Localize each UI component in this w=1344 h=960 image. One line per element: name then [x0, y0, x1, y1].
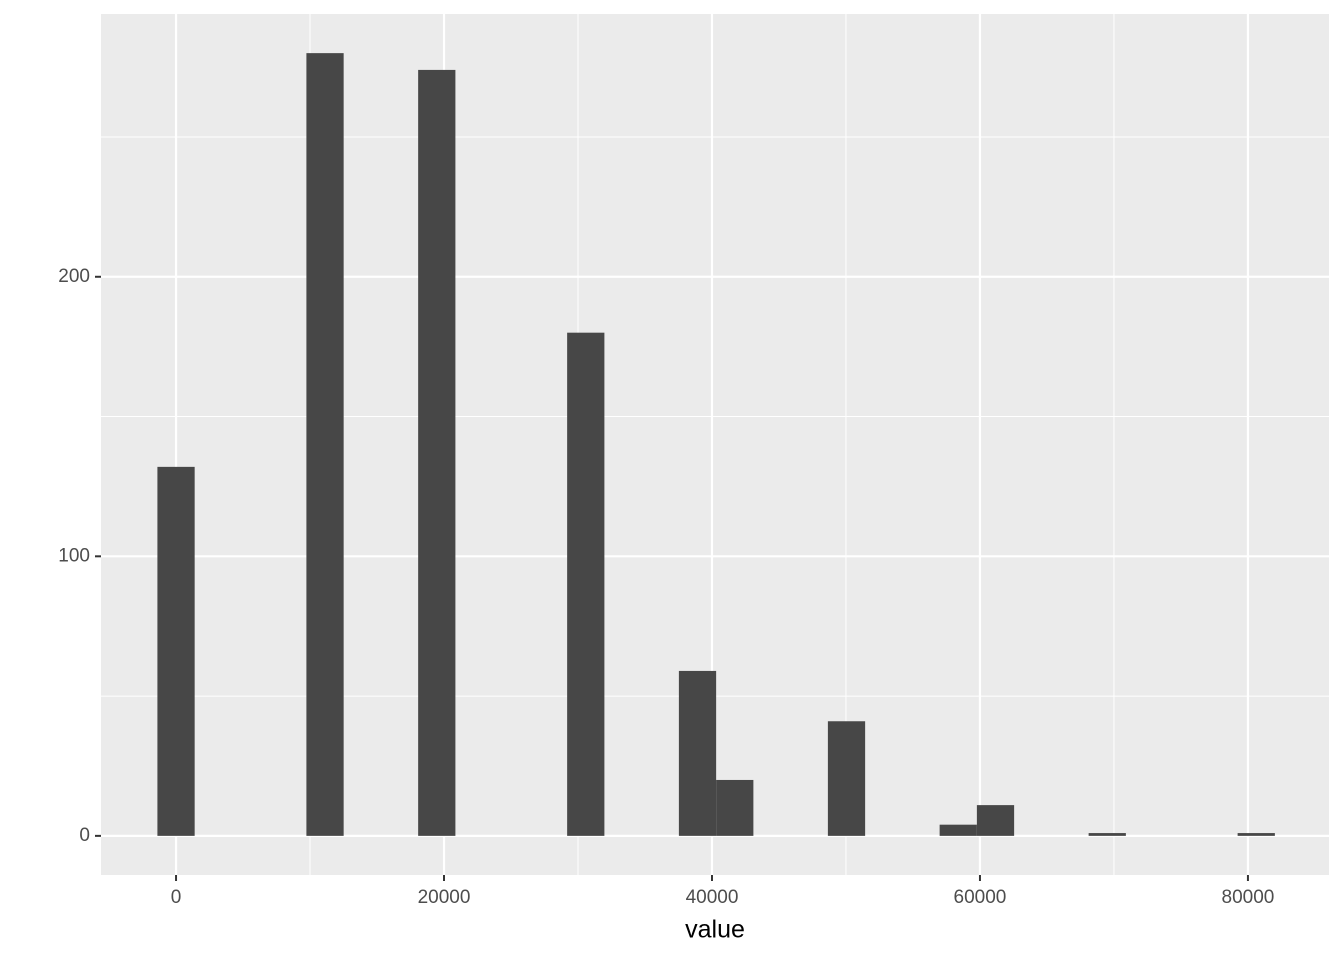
x-tick-label: 60000 — [954, 887, 1007, 908]
x-tick-label: 0 — [171, 887, 182, 908]
y-tick-label: 0 — [79, 825, 90, 846]
bar — [306, 53, 344, 836]
x-tick-label: 20000 — [418, 887, 471, 908]
bar — [716, 779, 754, 836]
bar — [1088, 833, 1126, 836]
bar — [976, 805, 1015, 836]
x-tick-label: 80000 — [1222, 887, 1275, 908]
y-tick-label: 200 — [58, 266, 90, 287]
bar — [157, 466, 195, 836]
y-tick-label: 100 — [58, 545, 90, 566]
x-tick-label: 40000 — [686, 887, 739, 908]
bar — [678, 670, 717, 836]
x-axis-title: value — [685, 916, 745, 944]
bar — [567, 332, 605, 836]
bar — [827, 721, 866, 836]
bar — [1237, 833, 1275, 836]
bar — [939, 824, 977, 836]
bar — [418, 69, 456, 836]
